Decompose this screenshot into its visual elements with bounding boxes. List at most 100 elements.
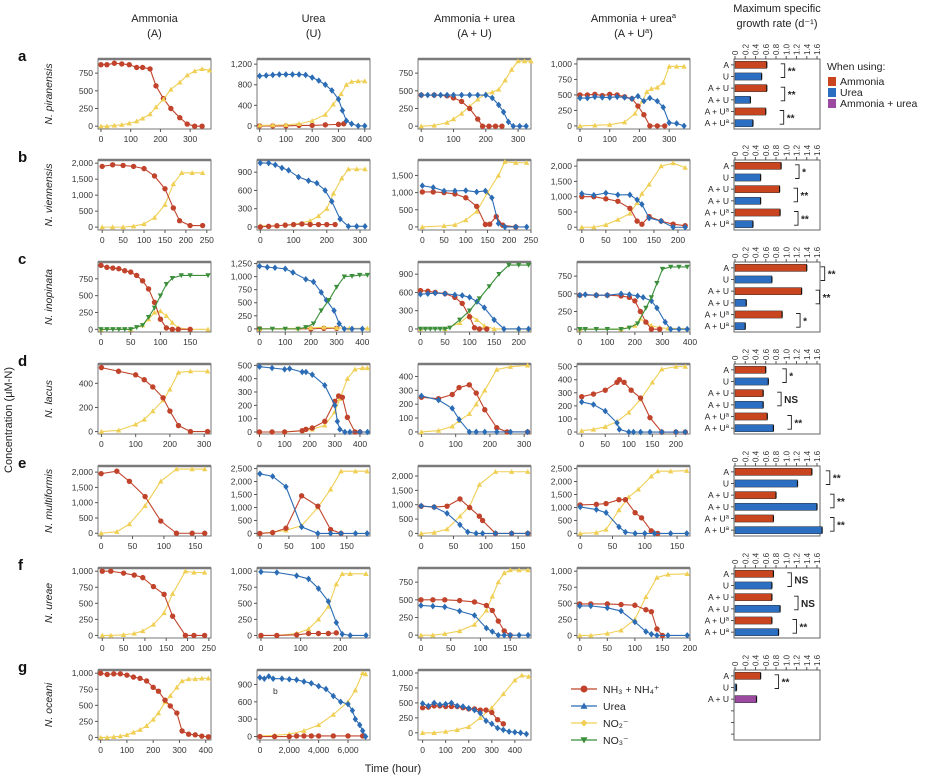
data-point-ammonium (141, 165, 147, 172)
data-point-ammonium (120, 570, 127, 576)
series-nh (97, 670, 212, 740)
data-point-ammonium (603, 196, 609, 202)
bar-plot-frame (733, 363, 821, 435)
significance-bracket (796, 313, 801, 328)
data-point-urea (261, 675, 268, 682)
data-point-urea (615, 191, 621, 199)
data-point-nitrite (205, 675, 212, 681)
data-point-urea (314, 179, 320, 187)
data-point-urea (332, 402, 338, 409)
data-point-urea (289, 71, 296, 78)
y-tick-label: 1,500 (551, 176, 573, 186)
data-point-ammonium (418, 597, 424, 603)
series-nh (98, 364, 211, 435)
bar-category-label: U (723, 72, 729, 82)
data-point-ammonium (622, 497, 629, 503)
data-point-nitrite (588, 632, 594, 638)
data-point-urea (448, 699, 455, 707)
significance-label: ** (794, 418, 802, 429)
data-point-nitrite (140, 628, 146, 634)
x-tick-label: 50 (128, 541, 138, 551)
significance-bracket (820, 266, 826, 281)
data-point-nitrite (131, 630, 137, 636)
data-point-ammonium (104, 264, 110, 271)
data-point-urea (621, 94, 628, 101)
x-tick-label: 150 (188, 541, 202, 551)
data-point-urea (582, 291, 588, 298)
data-point-ammonium (299, 221, 305, 227)
data-point-nitrite (189, 170, 195, 175)
x-tick-label: 200 (671, 235, 685, 245)
data-point-nitrite (191, 68, 198, 74)
data-point-nitrite (523, 160, 530, 165)
data-point-nitrate (506, 262, 512, 268)
data-point-nitrite (321, 324, 327, 330)
x-tick-label: 0 (419, 439, 424, 449)
data-point-nitrite (155, 710, 162, 716)
data-point-urea (330, 692, 337, 700)
bar-x-tick-label: 0 (731, 457, 740, 462)
data-point-ammonium (639, 221, 645, 227)
data-point-urea (618, 607, 624, 615)
data-point-urea (640, 294, 646, 301)
line-chart-panel: 0 500 1,000 1,500 2,000 0 50 100 150 200 250 (72, 158, 214, 245)
y-tick-label: 500 (558, 515, 572, 525)
data-point-ammonium (139, 278, 146, 284)
data-point-urea (348, 120, 355, 128)
data-point-nitrite (473, 401, 479, 407)
data-point-urea (673, 428, 679, 436)
data-point-ammonium (298, 493, 305, 499)
triangle-marker-icon (580, 702, 588, 709)
data-point-nitrite (283, 122, 289, 128)
y-tick-label: 2,500 (231, 464, 253, 474)
header-superscript: a (672, 11, 677, 20)
data-point-nitrite (489, 704, 495, 710)
plot-frame (417, 261, 532, 333)
y-tick-label: 500 (399, 86, 413, 96)
data-point-ammonium (282, 222, 288, 228)
data-point-nitrate (604, 327, 611, 332)
plot-frame (97, 567, 212, 639)
data-point-nitrite (333, 325, 340, 330)
data-point-nitrite (99, 632, 105, 638)
series-no2 (419, 159, 530, 230)
data-point-ammonium (459, 300, 465, 307)
data-point-nitrite (475, 96, 481, 102)
data-point-urea (676, 325, 682, 333)
bar-category-label: A + U (708, 592, 729, 602)
y-tick-label: 2,000 (231, 477, 253, 487)
data-point-urea (463, 187, 469, 194)
data-point-nitrite (324, 205, 330, 211)
data-point-ammonium (335, 121, 342, 128)
data-point-nitrite (161, 610, 167, 616)
data-point-nitrate (133, 325, 140, 330)
data-point-nitrate (593, 327, 599, 332)
data-point-urea (512, 728, 518, 736)
panel-letter: a (18, 48, 27, 65)
data-point-urea (682, 223, 688, 231)
data-point-nitrate (326, 297, 332, 303)
bar (734, 322, 746, 331)
data-point-urea (322, 187, 328, 194)
data-point-ammonium (430, 189, 436, 195)
bar-x-tick-label: 1.4 (803, 43, 812, 55)
data-point-nitrite (179, 678, 185, 684)
data-point-urea (425, 290, 431, 297)
data-point-nitrite (345, 166, 352, 172)
data-point-urea (322, 382, 328, 389)
data-point-urea (466, 428, 473, 436)
data-point-ammonium (638, 515, 645, 521)
data-point-urea (523, 122, 529, 130)
data-point-nitrite (150, 621, 157, 627)
data-point-urea (327, 530, 334, 537)
data-point-nitrite (471, 621, 478, 627)
data-point-ammonium (205, 734, 212, 740)
legend-swatch (828, 77, 836, 86)
data-point-nitrite (590, 426, 597, 432)
significance-bracket (830, 517, 835, 532)
data-point-ammonium (175, 326, 181, 333)
data-point-ammonium (419, 704, 426, 711)
data-point-urea (684, 530, 690, 537)
data-point-ammonium (162, 697, 168, 703)
